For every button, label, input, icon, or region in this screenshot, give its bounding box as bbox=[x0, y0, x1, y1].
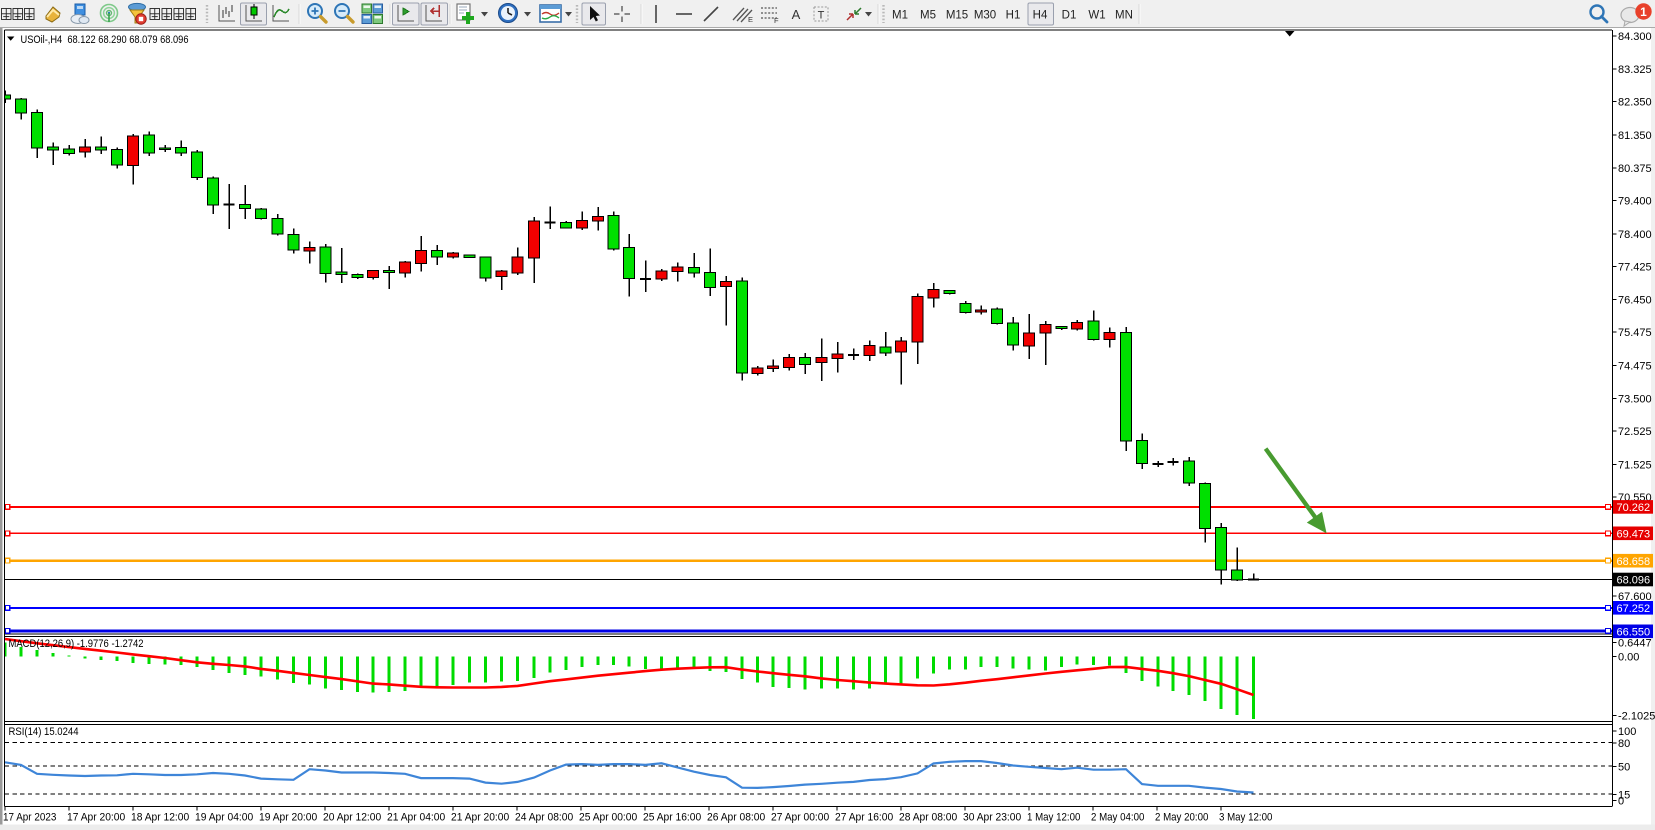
svg-text:15: 15 bbox=[1618, 790, 1630, 802]
svg-text:77.425: 77.425 bbox=[1618, 262, 1652, 274]
svg-text:21 Apr 04:00: 21 Apr 04:00 bbox=[387, 812, 445, 824]
svg-text:M1: M1 bbox=[892, 10, 908, 22]
svg-text:19 Apr 20:00: 19 Apr 20:00 bbox=[259, 812, 317, 824]
svg-text:M5: M5 bbox=[920, 10, 936, 22]
svg-text:RSI(14) 15.0244: RSI(14) 15.0244 bbox=[9, 726, 79, 738]
svg-text:25 Apr 00:00: 25 Apr 00:00 bbox=[579, 812, 637, 824]
svg-text:72.525: 72.525 bbox=[1618, 426, 1652, 438]
svg-text:2 May 04:00: 2 May 04:00 bbox=[1091, 812, 1144, 824]
svg-text:E: E bbox=[748, 15, 753, 24]
svg-text:67.252: 67.252 bbox=[1617, 603, 1651, 615]
svg-text:80.375: 80.375 bbox=[1618, 163, 1652, 175]
svg-text:H4: H4 bbox=[1033, 10, 1048, 22]
svg-text:3 May 12:00: 3 May 12:00 bbox=[1219, 812, 1272, 824]
svg-text:80: 80 bbox=[1618, 738, 1630, 750]
svg-text:82.350: 82.350 bbox=[1618, 97, 1652, 109]
svg-text:24 Apr 08:00: 24 Apr 08:00 bbox=[515, 812, 573, 824]
svg-text:1 May 12:00: 1 May 12:00 bbox=[1027, 812, 1080, 824]
svg-text:27 Apr 00:00: 27 Apr 00:00 bbox=[771, 812, 829, 824]
svg-text:71.525: 71.525 bbox=[1618, 460, 1652, 472]
svg-text:-2.1025: -2.1025 bbox=[1618, 710, 1655, 722]
svg-text:M30: M30 bbox=[974, 10, 996, 22]
svg-text:26 Apr 08:00: 26 Apr 08:00 bbox=[707, 812, 765, 824]
svg-text:20 Apr 12:00: 20 Apr 12:00 bbox=[323, 812, 381, 824]
svg-text:28 Apr 08:00: 28 Apr 08:00 bbox=[899, 812, 957, 824]
svg-text:30 Apr 23:00: 30 Apr 23:00 bbox=[963, 812, 1021, 824]
svg-text:F: F bbox=[774, 16, 779, 25]
svg-text:H1: H1 bbox=[1006, 10, 1021, 22]
svg-text:0: 0 bbox=[1618, 796, 1624, 808]
svg-text:83.325: 83.325 bbox=[1618, 64, 1652, 76]
svg-text:D1: D1 bbox=[1062, 10, 1077, 22]
svg-text:A: A bbox=[792, 7, 801, 22]
svg-text:69.473: 69.473 bbox=[1617, 529, 1651, 541]
svg-text:17 Apr 20:00: 17 Apr 20:00 bbox=[67, 812, 125, 824]
svg-text:66.550: 66.550 bbox=[1617, 627, 1651, 639]
svg-text:19 Apr 04:00: 19 Apr 04:00 bbox=[195, 812, 253, 824]
svg-text:25 Apr 16:00: 25 Apr 16:00 bbox=[643, 812, 701, 824]
svg-text:67.600: 67.600 bbox=[1618, 591, 1652, 603]
svg-text:76.450: 76.450 bbox=[1618, 294, 1652, 306]
svg-text:MACD(12,26,9) -1.9776 -1.2742: MACD(12,26,9) -1.9776 -1.2742 bbox=[9, 638, 144, 650]
svg-text:68.658: 68.658 bbox=[1617, 556, 1651, 568]
svg-text:27 Apr 16:00: 27 Apr 16:00 bbox=[835, 812, 893, 824]
svg-text:79.400: 79.400 bbox=[1618, 196, 1652, 208]
svg-text:50: 50 bbox=[1618, 761, 1630, 773]
svg-text:2 May 20:00: 2 May 20:00 bbox=[1155, 812, 1208, 824]
svg-text:0.00: 0.00 bbox=[1618, 652, 1639, 664]
svg-text:M15: M15 bbox=[946, 10, 968, 22]
svg-text:68.096: 68.096 bbox=[1617, 575, 1651, 587]
svg-text:75.475: 75.475 bbox=[1618, 327, 1652, 339]
svg-text:81.350: 81.350 bbox=[1618, 130, 1652, 142]
svg-text:21 Apr 20:00: 21 Apr 20:00 bbox=[451, 812, 509, 824]
svg-text:MN: MN bbox=[1115, 10, 1133, 22]
svg-text:17 Apr 2023: 17 Apr 2023 bbox=[3, 812, 56, 824]
svg-text:USOil-,H4 68.122 68.290 68.07: USOil-,H4 68.122 68.290 68.079 68.096 bbox=[21, 34, 189, 46]
svg-text:W1: W1 bbox=[1088, 10, 1105, 22]
svg-text:73.500: 73.500 bbox=[1618, 393, 1652, 405]
svg-text:18 Apr 12:00: 18 Apr 12:00 bbox=[131, 812, 189, 824]
svg-text:70.262: 70.262 bbox=[1617, 502, 1651, 514]
svg-text:84.300: 84.300 bbox=[1618, 31, 1652, 43]
svg-text:100: 100 bbox=[1618, 726, 1636, 738]
svg-text:74.475: 74.475 bbox=[1618, 361, 1652, 373]
svg-text:T: T bbox=[818, 10, 825, 22]
svg-text:1: 1 bbox=[1640, 5, 1647, 19]
svg-text:78.400: 78.400 bbox=[1618, 229, 1652, 241]
svg-text:0.6447: 0.6447 bbox=[1618, 637, 1652, 649]
